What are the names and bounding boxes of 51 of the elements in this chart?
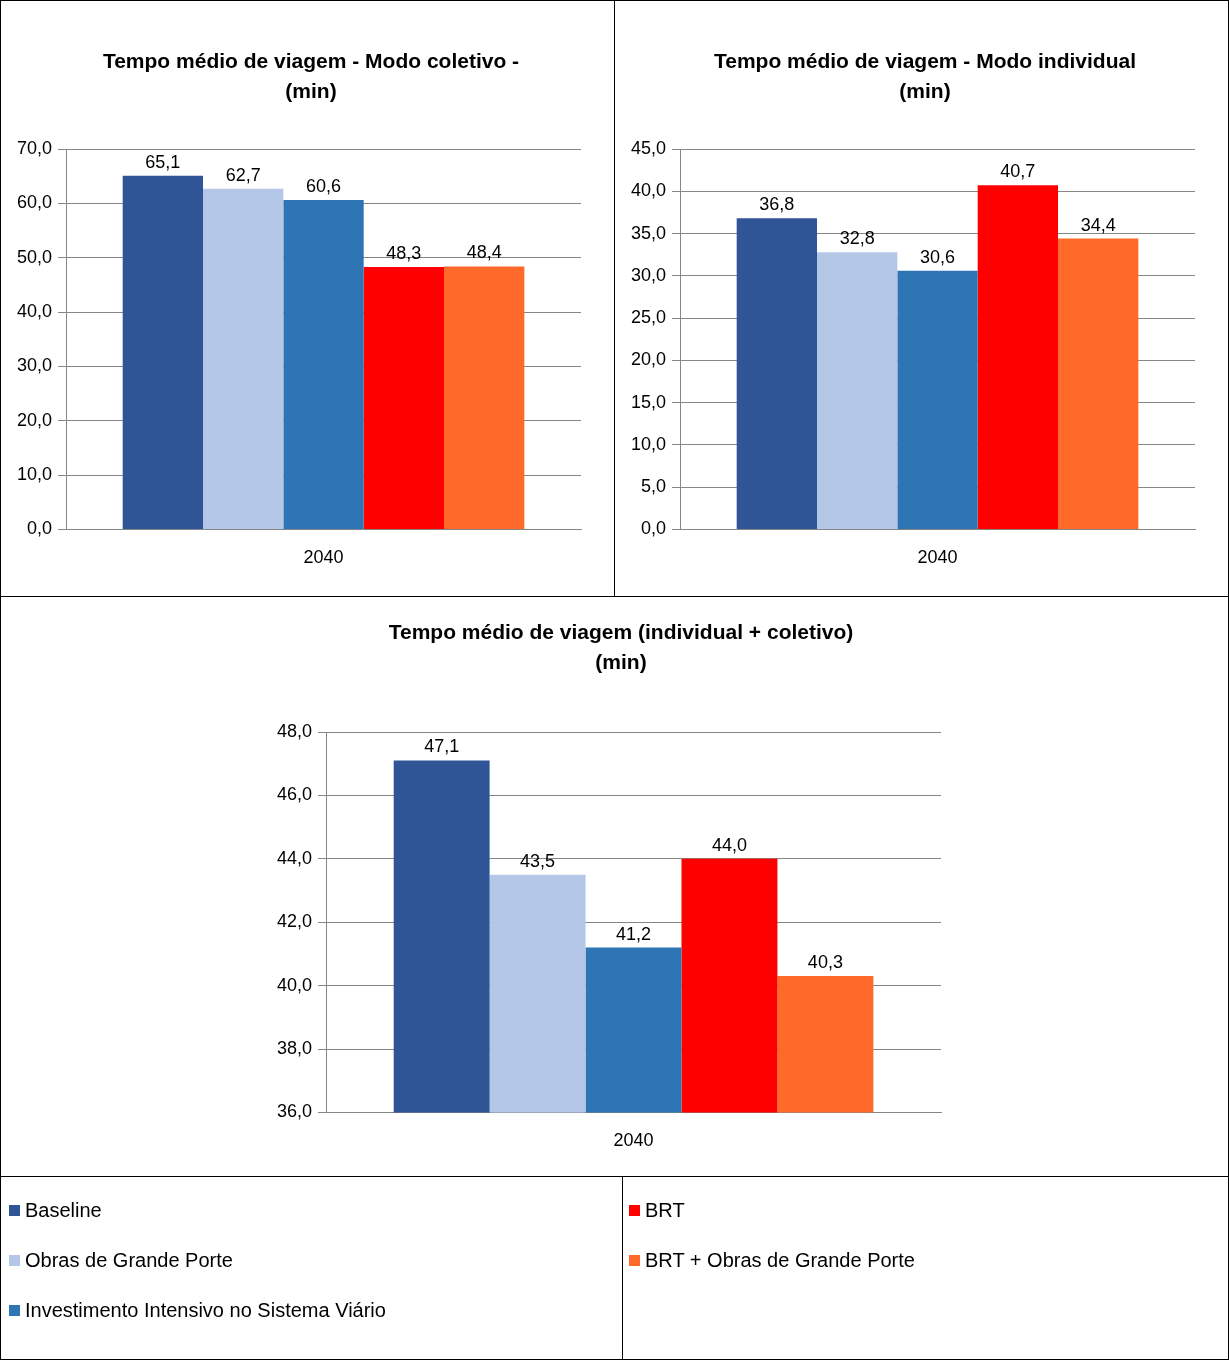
data-label: 40,7 [1000, 161, 1036, 182]
legend-label: Obras de Grande Porte [25, 1249, 233, 1272]
data-label: 40,3 [807, 952, 843, 973]
legend-label: Baseline [25, 1199, 102, 1222]
data-label: 65,1 [145, 151, 181, 172]
y-tick-label: 0,0 [27, 518, 53, 539]
y-tick-label: 0,0 [641, 518, 667, 539]
y-tick-label: 30,0 [16, 355, 53, 376]
y-tick-label: 60,0 [16, 192, 53, 213]
data-label: 44,0 [711, 834, 747, 855]
y-tick-label: 10,0 [16, 464, 53, 485]
data-label: 30,6 [919, 246, 956, 267]
chart-title: Tempo médio de viagem - Modo individual (min) [713, 48, 1137, 104]
y-tick-label: 70,0 [16, 137, 53, 158]
chart-title: Tempo médio de viagem - Modo coletivo - (min) [101, 48, 521, 104]
y-tick-label: 48,0 [276, 720, 313, 741]
data-label: 48,3 [386, 242, 422, 263]
data-label: 43,5 [520, 850, 556, 871]
y-tick-label: 35,0 [630, 222, 667, 243]
x-tick-label: 2040 [613, 1130, 654, 1151]
data-label: 41,2 [615, 923, 652, 944]
y-tick-label: 40,0 [16, 301, 53, 321]
y-tick-label: 5,0 [641, 476, 667, 497]
y-tick-label: 20,0 [16, 409, 53, 430]
y-tick-label: 10,0 [630, 433, 667, 454]
y-tick-label: 40,0 [630, 180, 667, 201]
data-label: 48,4 [466, 242, 502, 263]
y-tick-label: 25,0 [630, 307, 667, 328]
y-tick-label: 20,0 [630, 349, 667, 370]
data-label: 60,6 [305, 176, 342, 197]
y-tick-label: 45,0 [630, 137, 667, 158]
legend-label: BRT [645, 1199, 685, 1222]
legend-label: Investimento Intensivo no Sistema Viário [25, 1299, 386, 1322]
x-tick-label: 2040 [303, 547, 344, 568]
y-tick-label: 36,0 [276, 1101, 313, 1122]
chart-title: Tempo médio de viagem (individual + coletivo) (min) [387, 619, 855, 675]
data-label: 47,1 [424, 736, 460, 757]
y-tick-label: 50,0 [16, 246, 53, 267]
data-label: 36,8 [759, 194, 795, 215]
data-label: 32,8 [839, 228, 875, 249]
x-tick-label: 2040 [917, 547, 958, 568]
y-tick-label: 40,0 [276, 974, 313, 995]
y-tick-label: 30,0 [630, 264, 667, 285]
data-label: 34,4 [1080, 214, 1116, 235]
y-tick-label: 15,0 [630, 391, 667, 412]
y-tick-label: 44,0 [276, 847, 313, 868]
data-label: 62,7 [225, 164, 261, 185]
y-tick-label: 42,0 [276, 911, 313, 932]
y-tick-label: 38,0 [276, 1037, 313, 1058]
legend-label: BRT + Obras de Grande Porte [645, 1249, 915, 1272]
y-tick-label: 46,0 [276, 784, 313, 805]
